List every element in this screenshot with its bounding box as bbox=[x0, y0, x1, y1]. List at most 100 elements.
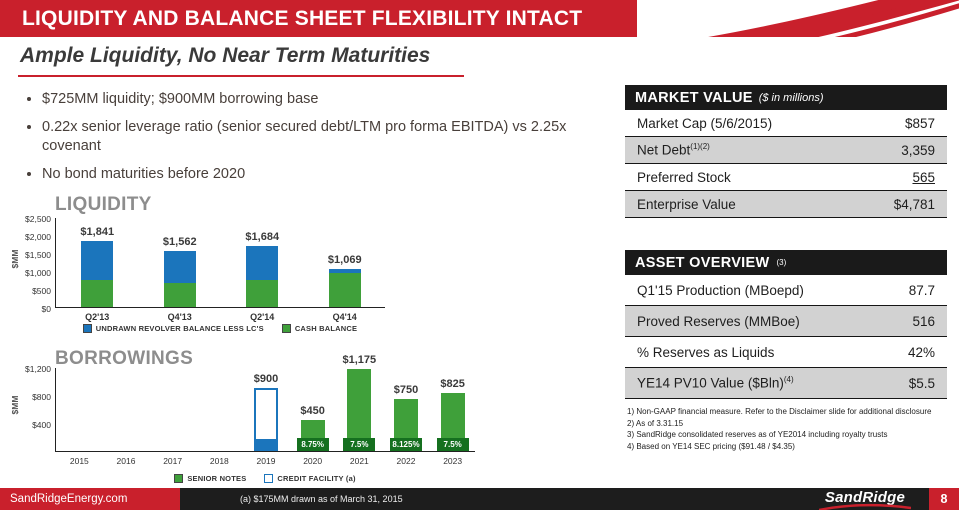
x-tick-label: Q4'14 bbox=[332, 312, 357, 322]
bar-value-label: $450 bbox=[300, 404, 325, 417]
table-row: Market Cap (5/6/2015) $857 bbox=[625, 110, 947, 137]
row-value: $857 bbox=[904, 115, 935, 131]
slide-title: LIQUIDITY AND BALANCE SHEET FLEXIBILITY … bbox=[22, 7, 583, 30]
row-value: 565 bbox=[912, 169, 935, 185]
liquidity-chart-title: LIQUIDITY bbox=[55, 194, 152, 215]
coupon-rate-label: 8.75% bbox=[296, 438, 329, 451]
table-row: % Reserves as Liquids 42% bbox=[625, 337, 947, 368]
y-tick-label: $2,500 bbox=[25, 214, 51, 224]
green-legend-swatch bbox=[281, 324, 291, 333]
asset-overview-title: ASSET OVERVIEW bbox=[635, 254, 770, 271]
bar-value-label: $900 bbox=[253, 373, 279, 385]
logo-swoosh-icon bbox=[819, 503, 911, 510]
slide-subtitle: Ample Liquidity, No Near Term Maturities bbox=[20, 44, 431, 67]
asset-overview-header: ASSET OVERVIEW (3) bbox=[625, 250, 947, 275]
coupon-rate-label: 7.5% bbox=[436, 438, 469, 451]
undrawn-revolver-bar bbox=[163, 250, 196, 283]
legend-label: CREDIT FACILITY (a) bbox=[277, 474, 356, 483]
row-value: $5.5 bbox=[908, 375, 935, 391]
row-label: YE14 PV10 Value ($Bln)(4) bbox=[637, 375, 794, 391]
cash-balance-bar bbox=[163, 282, 196, 307]
bar-value-label: $1,175 bbox=[342, 353, 377, 366]
x-tick-label: 2020 bbox=[303, 456, 323, 466]
table-row: Preferred Stock 565 bbox=[625, 164, 947, 191]
y-tick-label: $2,000 bbox=[25, 232, 51, 242]
y-tick-label: $1,000 bbox=[25, 268, 51, 278]
bullet-list: $725MM liquidity; $900MM borrowing base 0… bbox=[42, 90, 587, 192]
legend-item: CREDIT FACILITY (a) bbox=[264, 474, 355, 483]
stack-total-label: $1,069 bbox=[327, 253, 362, 266]
undrawn-revolver-bar bbox=[81, 240, 114, 281]
row-label: Q1'15 Production (MBoepd) bbox=[637, 282, 804, 298]
y-tick-label: $400 bbox=[32, 420, 51, 430]
row-label: % Reserves as Liquids bbox=[637, 344, 775, 360]
asset-overview-rows: Q1'15 Production (MBoepd) 87.7 Proved Rese… bbox=[625, 275, 947, 399]
footer-bar: SandRidgeEnergy.com (a) $175MM drawn as … bbox=[0, 488, 959, 510]
header-swoosh-decoration bbox=[637, 0, 959, 37]
logo-text: SandRidge bbox=[824, 489, 906, 506]
stack-total-label: $1,841 bbox=[80, 225, 115, 238]
x-tick-label: 2018 bbox=[209, 456, 229, 466]
website-link[interactable]: SandRidgeEnergy.com bbox=[0, 488, 180, 510]
legend-item: SENIOR NOTES bbox=[174, 474, 246, 483]
row-value: 516 bbox=[912, 313, 935, 329]
x-tick-label: 2022 bbox=[396, 456, 416, 466]
market-value-header: MARKET VALUE ($ in millions) bbox=[625, 85, 947, 110]
cash-balance-bar bbox=[246, 279, 279, 307]
asset-overview-section: ASSET OVERVIEW (3) Q1'15 Production (MBoe… bbox=[625, 250, 947, 399]
borrowings-plot: $1,200 $800 $400 2015 2016 2017 2018 2019 2020 20… bbox=[25, 354, 475, 466]
cash-balance-bar bbox=[328, 272, 361, 307]
page-number: 8 bbox=[929, 488, 959, 510]
row-label: Market Cap (5/6/2015) bbox=[637, 115, 773, 131]
table-row: Q1'15 Production (MBoepd) 87.7 bbox=[625, 275, 947, 306]
footer-note: (a) $175MM drawn as of March 31, 2015 bbox=[240, 494, 403, 504]
credit-facility-drawn-amount bbox=[256, 438, 276, 449]
stack-total-label: $1,562 bbox=[162, 235, 197, 248]
x-tick-label: Q4'13 bbox=[167, 312, 192, 322]
x-tick-label: 2021 bbox=[349, 456, 369, 466]
x-tick-label: 2016 bbox=[116, 456, 136, 466]
x-tick-label: Q2'13 bbox=[85, 312, 110, 322]
y-tick-label: $1,200 bbox=[25, 364, 51, 374]
cash-balance-bar bbox=[81, 280, 114, 307]
table-row: Net Debt(1)(2) 3,359 bbox=[625, 137, 947, 164]
bullet-item: No bond maturities before 2020 bbox=[42, 165, 587, 184]
undrawn-revolver-bar bbox=[246, 246, 279, 280]
credit-legend-swatch bbox=[264, 474, 274, 483]
undrawn-revolver-bar bbox=[328, 268, 361, 273]
market-value-section: MARKET VALUE ($ in millions) Market Cap … bbox=[625, 85, 947, 218]
x-tick-label: 2017 bbox=[163, 456, 183, 466]
sandridge-logo: SandRidge bbox=[819, 489, 911, 510]
liquidity-legend: UNDRAWN REVOLVER BALANCE LESS LC'S CASH B… bbox=[55, 324, 385, 333]
coupon-rate-label: 8.125% bbox=[390, 438, 422, 451]
borrowings-chart: BORROWINGS $MM $1,200 $800 $400 2015 2016 201… bbox=[8, 348, 508, 487]
borrowings-legend: SENIOR NOTES CREDIT FACILITY (a) bbox=[55, 474, 475, 483]
legend-label: CASH BALANCE bbox=[294, 324, 358, 333]
market-value-rows: Market Cap (5/6/2015) $857 Net Debt(1)(2) 3… bbox=[625, 110, 947, 218]
footnotes: 1) Non-GAAP financial measure. Refer to … bbox=[627, 406, 947, 452]
footnote-line: 2) As of 3.31.15 bbox=[627, 418, 684, 428]
bar-value-label: $750 bbox=[393, 383, 419, 396]
y-tick-label: $500 bbox=[32, 286, 51, 296]
row-value: 87.7 bbox=[908, 282, 935, 298]
row-value: 42% bbox=[907, 344, 935, 360]
stack-total-label: $1,684 bbox=[245, 231, 280, 244]
row-value: $4,781 bbox=[893, 196, 935, 212]
x-tick-label: 2023 bbox=[443, 456, 463, 466]
liquidity-plot: $2,500 $2,000 $1,500 $1,000 $500 $0 $1,841 Q2'1… bbox=[25, 214, 385, 322]
y-tick-label: $800 bbox=[32, 392, 51, 402]
legend-item: UNDRAWN REVOLVER BALANCE LESS LC'S bbox=[82, 324, 264, 333]
row-value: 3,359 bbox=[901, 142, 935, 158]
footnote-line: 4) Based on YE14 SEC pricing ($91.48 / $… bbox=[627, 441, 795, 451]
legend-item: CASH BALANCE bbox=[281, 324, 358, 333]
x-tick-label: 2015 bbox=[69, 456, 89, 466]
coupon-rate-label: 7.5% bbox=[343, 438, 376, 451]
blue-legend-swatch bbox=[82, 324, 92, 333]
y-tick-label: $0 bbox=[41, 304, 51, 314]
row-label-superscript: (1)(2) bbox=[690, 142, 710, 152]
credit-facility-bar bbox=[254, 388, 278, 451]
table-row: Enterprise Value $4,781 bbox=[625, 191, 947, 218]
asset-overview-superscript: (3) bbox=[776, 258, 787, 267]
senior-notes-bar bbox=[347, 368, 372, 451]
